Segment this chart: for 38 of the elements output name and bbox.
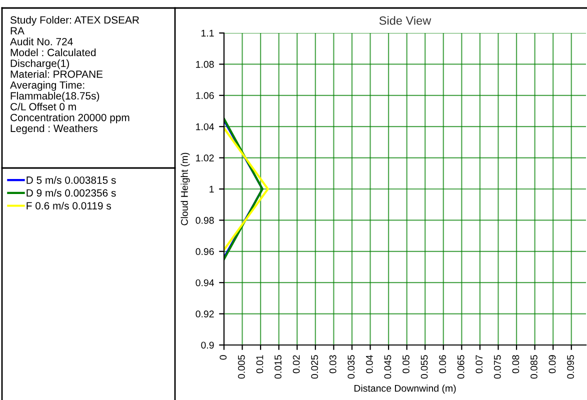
y-tick-label: 1.06 xyxy=(196,92,214,100)
legend-label: F 0.6 m/s 0.0119 s xyxy=(26,202,111,210)
y-tick-label: 1.1 xyxy=(202,30,214,37)
y-tick-label: 0.94 xyxy=(196,279,214,286)
x-tick-label: 0.045 xyxy=(384,355,392,379)
y-tick-label: 1.04 xyxy=(196,123,214,130)
x-tick-label: 0.08 xyxy=(512,355,520,374)
y-tick-label: 1 xyxy=(210,186,214,193)
x-tick-label: 0.09 xyxy=(548,355,556,374)
x-tick-label: 0.035 xyxy=(348,355,355,379)
x-tick-label: 0.015 xyxy=(274,355,282,379)
x-tick-label: 0.085 xyxy=(530,355,538,379)
y-tick-label: 1.08 xyxy=(196,60,214,68)
x-tick-label: 0.065 xyxy=(457,355,464,379)
x-tick-label: 0.055 xyxy=(420,355,428,379)
text: Study Folder: ATEX DSEAR RA Audit No. 724 Model : Calculated Discharge(1) Material: PROPANE Averaging Time: Flammable(18.75s) C/L Offset 0 m Concentration 20000 ppm Legend : Weathers xyxy=(10,16,140,134)
y-tick-label: 0.9 xyxy=(201,342,214,349)
x-tick-label: 0 xyxy=(220,355,227,360)
x-tick-label: 0.075 xyxy=(494,355,501,379)
y-tick-label: 1.02 xyxy=(196,154,214,162)
x-tick-label: 0.07 xyxy=(476,355,483,374)
x-tick-label: 0.05 xyxy=(402,355,410,374)
x-tick-label: 0.005 xyxy=(238,355,245,379)
chart-title: Side View xyxy=(379,16,432,25)
legend-label: D 5 m/s 0.003815 s xyxy=(26,176,116,184)
y-tick-label: 0.96 xyxy=(196,248,214,256)
x-tick-label: 0.095 xyxy=(567,355,574,379)
x-tick-label: 0.03 xyxy=(329,355,336,374)
x-axis-title: Distance Downwind (m) xyxy=(354,384,456,394)
x-tick-label: 0.01 xyxy=(256,355,264,374)
legend-label: D 9 m/s 0.002356 s xyxy=(26,189,116,197)
x-tick-label: 0.06 xyxy=(439,355,446,374)
x-tick-label: 0.04 xyxy=(366,355,373,374)
x-tick-label: 0.02 xyxy=(292,355,300,374)
y-tick-label: 0.92 xyxy=(196,310,214,318)
y-tick-label: 0.98 xyxy=(196,216,214,224)
y-axis-title: Cloud Height (m) xyxy=(180,152,190,226)
x-tick-label: 0.025 xyxy=(311,355,318,379)
